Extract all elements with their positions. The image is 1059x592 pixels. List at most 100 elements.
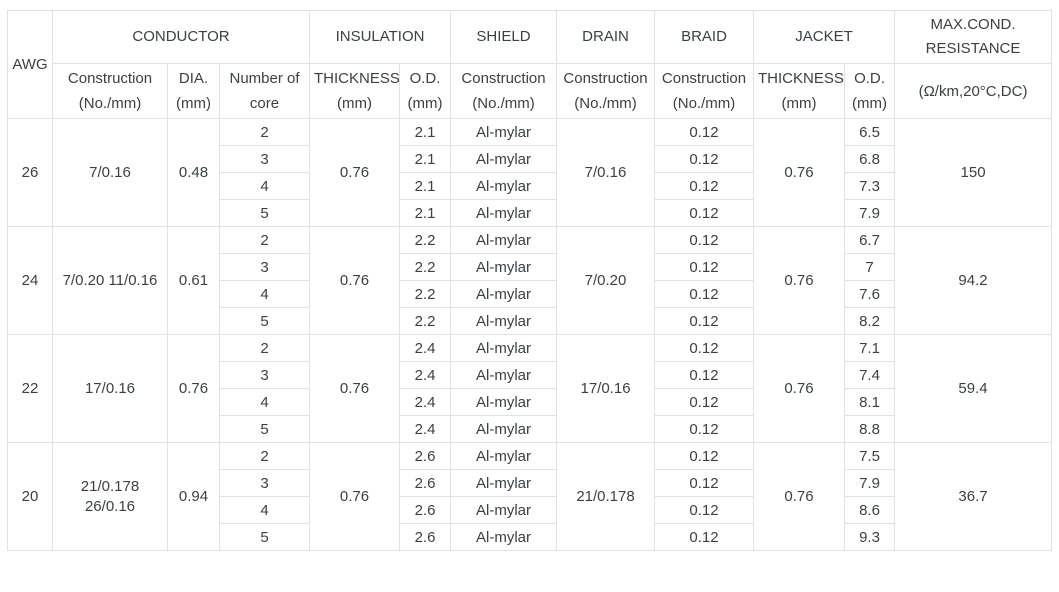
shield-cell: Al-mylar (450, 496, 558, 525)
subheader-jacket-thickness: THICKNESS (mm) (753, 62, 846, 120)
jacket-od-cell: 7.4 (844, 361, 896, 390)
conductor-construction-cell: 7/0.20 11/0.16 (52, 226, 168, 336)
shield-cell: Al-mylar (450, 145, 558, 174)
table-row: 4 2.6 Al-mylar 0.12 8.6 (8, 496, 1052, 525)
braid-cell: 0.12 (654, 361, 755, 390)
shield-cell: Al-mylar (450, 469, 558, 498)
header-max-resistance: MAX.COND. RESISTANCE (894, 10, 1053, 64)
conductor-construction-cell: 17/0.16 (52, 334, 168, 444)
cores-cell: 4 (218, 172, 311, 201)
shield-cell: Al-mylar (450, 361, 558, 390)
jacket-od-cell: 8.2 (844, 307, 896, 336)
insulation-od-cell: 2.4 (399, 334, 452, 363)
resistance-cell: 59.4 (894, 334, 1053, 444)
conductor-dia-cell: 0.61 (167, 226, 220, 336)
table-row: 26 7/0.16 0.48 2 0.76 2.1 Al-mylar 7/0.1… (7, 118, 1053, 228)
resistance-cell: 94.2 (894, 226, 1053, 336)
cores-cell: 2 (218, 334, 311, 363)
cores-cell: 4 (218, 388, 311, 417)
insulation-thickness-cell: 0.76 (309, 118, 401, 228)
braid-cell: 0.12 (654, 388, 755, 417)
table-body: 26 7/0.16 0.48 2 0.76 2.1 Al-mylar 7/0.1… (7, 118, 1053, 552)
header-conductor: CONDUCTOR (51, 10, 311, 64)
header-awg: AWG (7, 9, 53, 120)
subheader-jacket-od: O.D. (mm) (844, 62, 896, 120)
cores-cell: 2 (218, 226, 311, 255)
shield-cell: Al-mylar (450, 307, 558, 336)
subheader-insulation-thickness: THICKNESS (mm) (309, 62, 401, 120)
table-row: 4 2.1 Al-mylar 0.12 7.3 (8, 172, 1052, 201)
table-row: 24 7/0.20 11/0.16 0.61 2 0.76 2.2 Al-myl… (7, 226, 1053, 336)
table-row: 22 17/0.16 0.76 2 0.76 2.4 Al-mylar 17/0… (7, 334, 1053, 444)
table-row: 5 2.4 Al-mylar 0.12 8.8 (8, 415, 1052, 444)
jacket-od-cell: 7 (844, 253, 896, 282)
cable-spec-table-container: AWG CONDUCTOR INSULATION SHIELD DRAIN BR… (7, 9, 1053, 552)
jacket-thickness-cell: 0.76 (753, 118, 846, 228)
insulation-od-cell: 2.1 (399, 145, 452, 174)
insulation-od-cell: 2.1 (399, 118, 452, 147)
table-row: 5 2.6 Al-mylar 0.12 9.3 (8, 523, 1052, 552)
braid-cell: 0.12 (654, 334, 755, 363)
conductor-dia-cell: 0.94 (167, 442, 220, 552)
insulation-od-cell: 2.4 (399, 415, 452, 444)
braid-cell: 0.12 (654, 199, 755, 228)
braid-cell: 0.12 (654, 253, 755, 282)
jacket-od-cell: 7.3 (844, 172, 896, 201)
braid-cell: 0.12 (654, 469, 755, 498)
cores-cell: 5 (218, 307, 311, 336)
braid-cell: 0.12 (654, 442, 755, 471)
insulation-thickness-cell: 0.76 (309, 226, 401, 336)
insulation-od-cell: 2.1 (399, 172, 452, 201)
jacket-od-cell: 8.6 (844, 496, 896, 525)
header-insulation: INSULATION (309, 10, 452, 64)
shield-cell: Al-mylar (450, 226, 558, 255)
resistance-cell: 36.7 (894, 442, 1053, 552)
cores-cell: 5 (218, 415, 311, 444)
insulation-od-cell: 2.6 (399, 496, 452, 525)
jacket-od-cell: 6.5 (844, 118, 896, 147)
braid-cell: 0.12 (654, 145, 755, 174)
jacket-thickness-cell: 0.76 (753, 442, 846, 552)
header-jacket: JACKET (753, 10, 896, 64)
awg-cell: 24 (7, 226, 53, 336)
resistance-cell: 150 (894, 118, 1053, 228)
braid-cell: 0.12 (654, 172, 755, 201)
subheader-insulation-od: O.D. (mm) (399, 62, 452, 120)
braid-cell: 0.12 (654, 496, 755, 525)
table-row: 3 2.6 Al-mylar 0.12 7.9 (8, 469, 1052, 498)
header-braid: BRAID (654, 10, 755, 64)
shield-cell: Al-mylar (450, 334, 558, 363)
shield-cell: Al-mylar (450, 199, 558, 228)
jacket-thickness-cell: 0.76 (753, 226, 846, 336)
conductor-dia-cell: 0.76 (167, 334, 220, 444)
table-row: 3 2.2 Al-mylar 0.12 7 (8, 253, 1052, 282)
jacket-od-cell: 9.3 (844, 523, 896, 552)
shield-cell: Al-mylar (450, 118, 558, 147)
braid-cell: 0.12 (654, 307, 755, 336)
jacket-od-cell: 7.1 (844, 334, 896, 363)
insulation-od-cell: 2.4 (399, 361, 452, 390)
jacket-od-cell: 7.6 (844, 280, 896, 309)
insulation-thickness-cell: 0.76 (309, 442, 401, 552)
drain-cell: 17/0.16 (556, 334, 656, 444)
cores-cell: 3 (218, 145, 311, 174)
header-shield: SHIELD (450, 10, 558, 64)
table-row: 20 21/0.178 26/0.16 0.94 2 0.76 2.6 Al-m… (7, 442, 1053, 552)
subheader-number-of-core: Number of core (218, 62, 311, 120)
jacket-od-cell: 6.7 (844, 226, 896, 255)
awg-cell: 26 (7, 118, 53, 228)
cable-spec-table: AWG CONDUCTOR INSULATION SHIELD DRAIN BR… (7, 9, 1053, 552)
awg-cell: 20 (7, 442, 53, 552)
table-row: 4 2.2 Al-mylar 0.12 7.6 (8, 280, 1052, 309)
jacket-od-cell: 6.8 (844, 145, 896, 174)
subheader-conductor-construction: Construction (No./mm) (52, 62, 168, 120)
table-row: 5 2.1 Al-mylar 0.12 7.9 (8, 199, 1052, 228)
conductor-construction-cell: 21/0.178 26/0.16 (52, 442, 168, 552)
subheader-drain-construction: Construction (No./mm) (556, 62, 656, 120)
drain-cell: 7/0.16 (556, 118, 656, 228)
braid-cell: 0.12 (654, 280, 755, 309)
subheader-shield-construction: Construction (No./mm) (450, 62, 558, 120)
cores-cell: 3 (218, 361, 311, 390)
conductor-dia-cell: 0.48 (167, 118, 220, 228)
conductor-construction-cell: 7/0.16 (52, 118, 168, 228)
